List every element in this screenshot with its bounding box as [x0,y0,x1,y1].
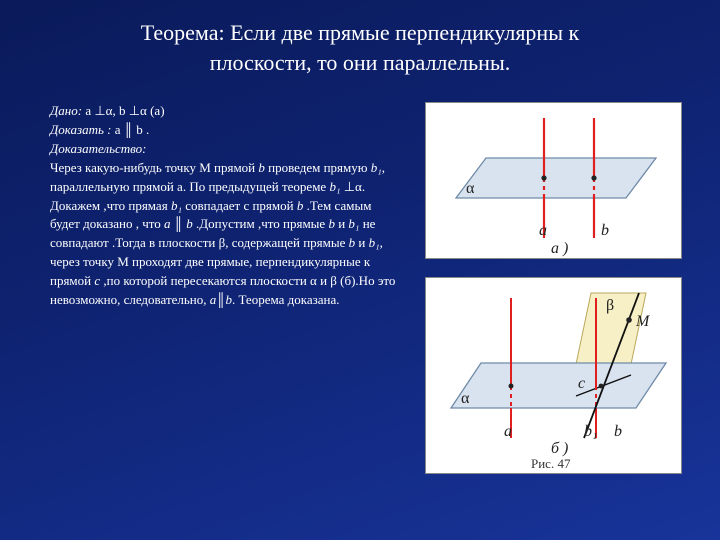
body-2: проведем прямую [265,160,371,175]
figB-a-label: a [504,423,512,440]
b1-3: b₁ [171,198,182,213]
content-row: Дано: a ⊥α, b ⊥α (а) Доказать : a ║ b . … [0,77,720,492]
figB-beta-label: β [606,297,614,314]
figB-figlabel: Рис. 47 [531,456,571,471]
body-10: и [355,235,368,250]
prove-label: Доказать : [50,122,111,137]
figA-caption: а ) [551,240,568,257]
given-label: Дано: [50,103,82,118]
title-line-1: Теорема: Если две прямые перпендикулярны… [141,20,579,45]
figB-b1-label: b₁ [584,423,598,440]
figB-c-label: c [578,375,585,392]
figA-alpha-label: α [466,180,475,197]
prove-rest: a ║ b . [111,122,149,137]
figB-alpha-label: α [461,390,470,407]
figure-column: α a b а ) [400,102,700,492]
body-1: Через какую-нибудь точку М прямой [50,160,258,175]
body-5: совпадает с прямой [182,198,297,213]
figB-caption: б ) [551,440,568,457]
title-line-2: плоскости, то они параллельны. [210,50,511,75]
body-8: и [335,216,348,231]
figA-b-label: b [601,222,609,239]
slide-title: Теорема: Если две прямые перпендикулярны… [0,0,720,77]
body-13: . Теорема доказана. [232,292,340,307]
b1-1: b₁ [371,160,382,175]
proof-label: Доказательство: [50,141,146,156]
figB-M-label: M [635,313,651,330]
b1-5: b₁ [369,235,380,250]
figure-b: α β M a b₁ b c б ) Рис. 47 [425,277,682,474]
body-7: .Допустим ,что прямые [193,216,329,231]
aparb-2: a║b [210,292,232,307]
aparb-1: a ║ b [164,216,193,231]
given-rest: a ⊥α, b ⊥α (а) [82,103,164,118]
proof-text: Дано: a ⊥α, b ⊥α (а) Доказать : a ║ b . … [50,102,400,492]
b1-4: b₁ [348,216,359,231]
figB-b-label: b [614,423,622,440]
figA-a-label: a [539,222,547,239]
b1-2: b₁ [329,179,340,194]
figure-a: α a b а ) [425,102,682,259]
